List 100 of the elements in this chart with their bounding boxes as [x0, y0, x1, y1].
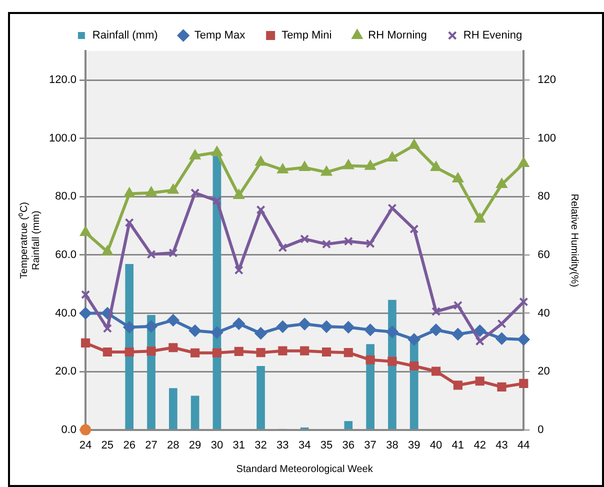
point [212, 146, 222, 156]
point [256, 205, 266, 214]
point [234, 266, 244, 275]
point [80, 290, 90, 300]
point [80, 338, 90, 348]
legend-label: Temp Max [194, 30, 246, 42]
point [431, 366, 441, 376]
point [343, 160, 354, 170]
point [386, 152, 398, 162]
x-tick-label: 27 [145, 439, 158, 452]
point [410, 361, 419, 371]
point [519, 297, 528, 306]
point [344, 348, 353, 358]
point [234, 190, 244, 200]
point [497, 382, 506, 392]
x-tick-label: 34 [298, 439, 311, 452]
x-tick-label: 43 [496, 439, 508, 452]
point [277, 164, 288, 174]
x-tick-label: 31 [232, 439, 245, 452]
x-tick-label: 37 [364, 439, 376, 452]
y-tick-label: 20.0 [55, 366, 77, 378]
x-axis-title: Standard Meteorological Week [236, 464, 374, 475]
point [496, 332, 508, 345]
point [475, 376, 484, 386]
point [321, 166, 332, 176]
legend-label: RH Evening [463, 30, 522, 42]
point [146, 186, 157, 196]
point [408, 139, 420, 149]
point [430, 324, 442, 336]
point [322, 240, 332, 249]
point [190, 188, 200, 198]
x-tick-label: 39 [408, 439, 420, 452]
point [474, 324, 486, 337]
y-tick-label: 100.0 [48, 132, 77, 144]
point [146, 250, 156, 259]
x-tick-label: 32 [254, 439, 267, 452]
point [410, 224, 419, 234]
bar [190, 396, 200, 430]
point [190, 150, 200, 160]
y2-tick-label: 120 [538, 74, 556, 86]
point [452, 172, 464, 182]
x-tick-label: 26 [123, 439, 136, 452]
point [386, 326, 398, 338]
point [453, 380, 462, 390]
point [322, 347, 332, 357]
point [344, 236, 353, 246]
point [102, 347, 112, 357]
point [300, 234, 310, 244]
point [408, 333, 420, 346]
y-tick-label: 60.0 [55, 249, 77, 261]
point [145, 320, 158, 332]
point [518, 333, 530, 346]
bar [256, 366, 265, 430]
point [190, 348, 200, 358]
point [299, 162, 310, 172]
x-tick-label: 30 [210, 439, 224, 452]
y-tick-label: 80.0 [55, 190, 77, 203]
y-tick-label: 120.0 [48, 74, 77, 86]
point [519, 378, 528, 388]
point [124, 188, 135, 198]
point [300, 346, 310, 356]
y2-tick-label: 100 [538, 132, 556, 144]
point [80, 424, 92, 436]
point [168, 343, 178, 352]
point [366, 355, 375, 364]
point [452, 328, 464, 340]
y-tick-label: 40.0 [55, 307, 77, 320]
point [124, 218, 134, 228]
point [80, 226, 91, 236]
x-tick-label: 36 [342, 439, 355, 452]
x-tick-label: 38 [386, 439, 398, 452]
y2-tick-label: 20 [538, 366, 550, 378]
point [364, 160, 376, 170]
x-tick-label: 28 [167, 439, 180, 452]
point [518, 157, 529, 167]
point [232, 318, 245, 330]
point [475, 336, 484, 346]
y2-axis-title: Relative Humidity(%) [568, 194, 580, 288]
point [342, 321, 354, 334]
point [256, 348, 266, 358]
x-tick-label: 25 [101, 439, 114, 452]
point [146, 346, 156, 356]
point [364, 324, 376, 336]
y-tick-label: 0.0 [61, 424, 77, 436]
point [474, 213, 486, 223]
point [80, 307, 92, 320]
x-tick-label: 33 [276, 439, 289, 452]
point [102, 246, 113, 256]
y2-tick-label: 0 [538, 424, 544, 436]
point [168, 248, 178, 258]
point [278, 243, 288, 252]
x-tick-label: 29 [188, 439, 202, 452]
legend-label: RH Morning [368, 30, 427, 42]
point [212, 348, 222, 358]
point [497, 319, 506, 328]
point [431, 306, 441, 316]
y2-tick-label: 60 [538, 249, 550, 261]
point [167, 314, 180, 326]
legend-label: Temp Mini [282, 30, 332, 42]
point [298, 318, 311, 330]
